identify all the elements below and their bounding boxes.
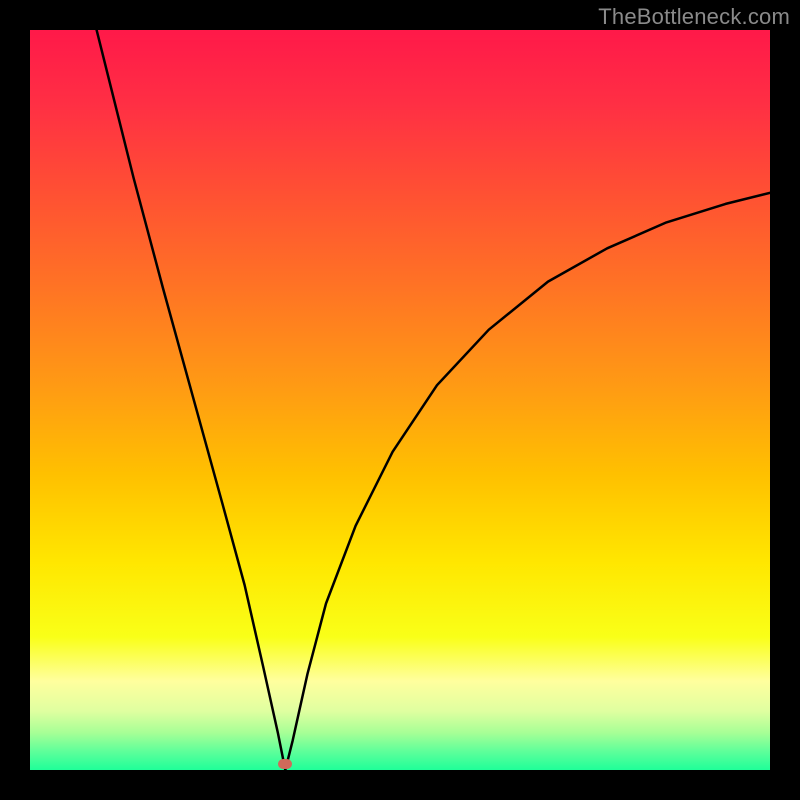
plot-area [30,30,770,770]
minimum-marker [278,759,292,769]
bottleneck-curve [30,30,770,770]
watermark-text: TheBottleneck.com [598,4,790,30]
chart-stage: TheBottleneck.com [0,0,800,800]
curve-path [97,30,770,770]
